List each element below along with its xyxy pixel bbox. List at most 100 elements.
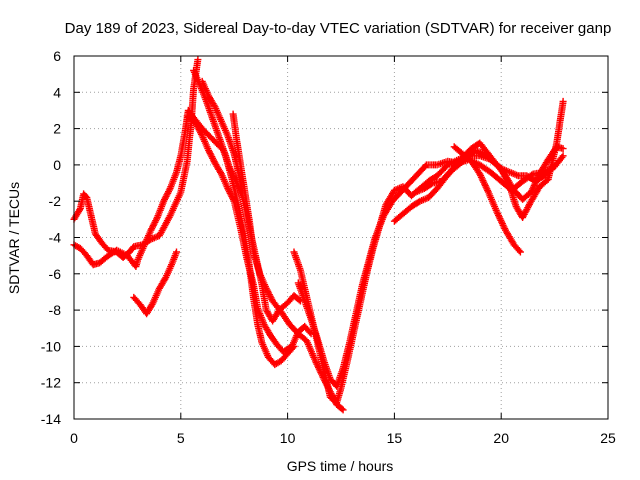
data-point	[175, 251, 178, 253]
data-point	[92, 264, 94, 266]
data-point	[232, 113, 234, 115]
data-point	[530, 200, 532, 202]
data-point	[184, 131, 186, 133]
data-point	[139, 304, 141, 306]
data-point	[436, 175, 438, 177]
data-point	[562, 155, 564, 157]
data-point	[470, 160, 472, 162]
data-point	[143, 244, 146, 246]
y-tick-label: 2	[53, 121, 61, 137]
data-point	[287, 353, 289, 355]
data-point	[79, 207, 82, 210]
x-tick-label: 15	[387, 430, 403, 446]
data-point	[263, 324, 265, 326]
data-point	[163, 200, 165, 202]
data-point	[282, 351, 284, 353]
data-point	[90, 215, 92, 217]
y-tick-label: -12	[41, 375, 61, 391]
data-point	[517, 175, 519, 177]
data-point	[212, 118, 214, 121]
data-point	[187, 109, 189, 112]
data-point	[193, 69, 195, 72]
data-point	[235, 137, 237, 139]
data-point	[218, 137, 220, 139]
y-tick-label: 6	[53, 48, 61, 64]
data-point	[400, 191, 402, 193]
data-point	[513, 244, 515, 246]
data-point	[195, 122, 197, 124]
data-point	[487, 191, 489, 193]
data-point	[325, 378, 327, 380]
data-point	[342, 367, 344, 369]
data-point	[214, 106, 216, 108]
data-point	[274, 363, 276, 366]
data-point	[509, 171, 511, 173]
data-point	[289, 324, 291, 326]
data-point	[432, 182, 434, 184]
data-point	[393, 189, 395, 191]
data-point	[248, 264, 250, 266]
data-point	[530, 191, 532, 193]
data-point	[496, 211, 498, 213]
data-point	[267, 356, 269, 358]
data-point	[314, 360, 316, 362]
data-point	[449, 171, 451, 173]
data-point	[79, 247, 82, 249]
data-point	[410, 195, 413, 197]
data-point	[515, 206, 517, 208]
data-point	[526, 175, 528, 177]
data-point	[425, 164, 428, 166]
data-markers	[290, 97, 567, 407]
data-point	[235, 180, 237, 182]
data-point	[265, 309, 267, 311]
data-point	[340, 387, 342, 389]
data-point	[500, 180, 502, 182]
data-point	[562, 147, 564, 150]
data-point	[504, 175, 507, 177]
data-point	[293, 294, 295, 297]
data-point	[237, 206, 240, 208]
data-point	[293, 251, 295, 253]
data-point	[374, 236, 376, 239]
data-point	[244, 235, 246, 237]
data-point	[158, 287, 161, 289]
data-point	[383, 215, 385, 217]
data-point	[408, 182, 410, 184]
data-point	[240, 164, 242, 166]
y-tick-label: 4	[53, 84, 61, 100]
data-point	[280, 311, 282, 313]
data-point	[248, 218, 250, 220]
x-tick-label: 10	[280, 430, 296, 446]
data-point	[304, 325, 306, 328]
data-point	[220, 173, 222, 175]
data-point	[265, 287, 267, 289]
data-point	[146, 313, 148, 315]
data-point	[466, 157, 468, 159]
data-point	[539, 173, 541, 175]
data-point	[329, 378, 331, 380]
data-point	[233, 153, 235, 155]
data-point	[427, 196, 430, 199]
x-tick-label: 25	[600, 430, 616, 446]
data-point	[393, 220, 395, 222]
data-point	[419, 200, 421, 202]
data-point	[244, 191, 246, 193]
data-point	[554, 166, 556, 168]
data-point	[133, 245, 135, 248]
data-point	[197, 59, 199, 61]
y-tick-label: -6	[49, 266, 62, 282]
y-tick-label: -14	[41, 411, 61, 427]
series-track-3	[130, 248, 180, 318]
series-track-11	[450, 143, 524, 256]
data-point	[562, 100, 564, 102]
data-point	[158, 235, 161, 237]
data-point	[180, 191, 182, 193]
data-point	[297, 333, 299, 335]
data-point	[453, 146, 455, 148]
series-track-8	[290, 97, 567, 407]
data-point	[299, 269, 302, 271]
y-tick-label: -4	[49, 230, 62, 246]
x-tick-label: 5	[177, 430, 185, 446]
data-point	[427, 180, 430, 182]
data-point	[101, 242, 103, 244]
